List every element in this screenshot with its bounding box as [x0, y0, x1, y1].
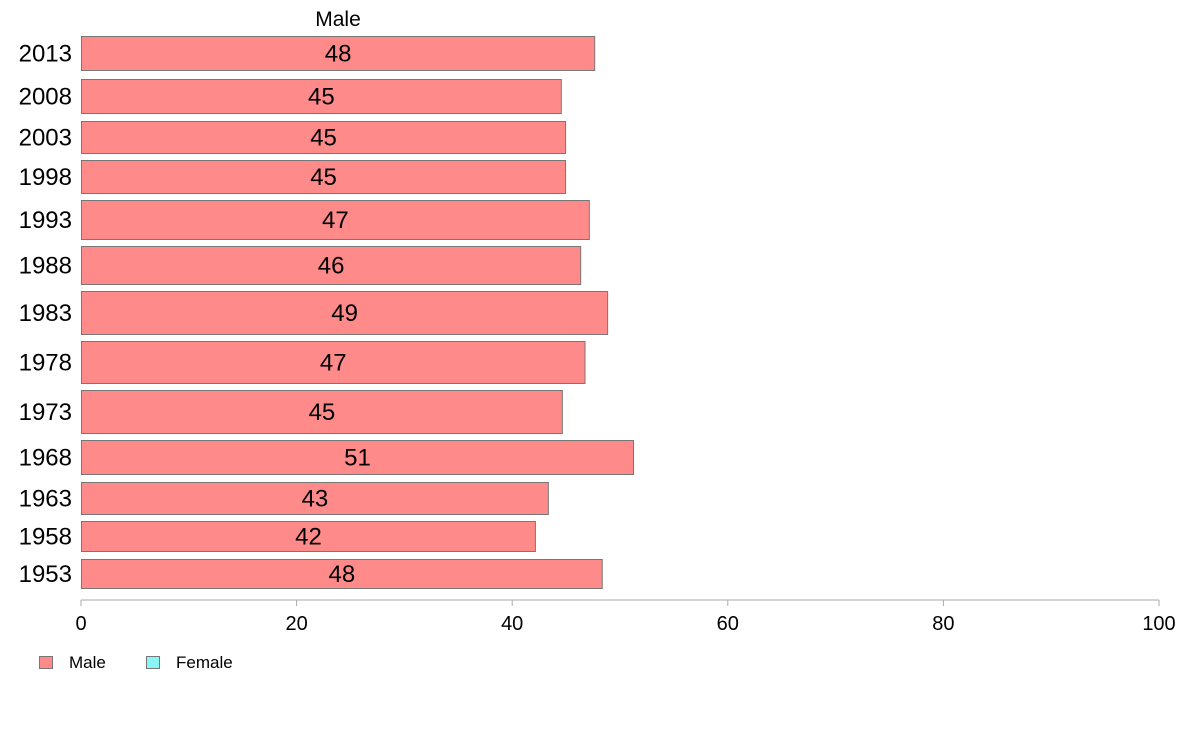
bar	[81, 79, 562, 114]
bar-value-label: 47	[322, 207, 349, 234]
x-tick-label: 100	[1142, 613, 1175, 635]
category-label: 1978	[19, 350, 72, 377]
bar-value-label: 51	[344, 445, 371, 472]
category-label: 1988	[19, 253, 72, 280]
legend-swatch	[39, 656, 53, 669]
legend-item: Female	[146, 653, 233, 672]
category-label: 2008	[19, 84, 72, 111]
bar	[81, 440, 635, 475]
x-tick-label: 20	[285, 613, 307, 635]
bar-value-label: 48	[325, 41, 352, 68]
category-label: 1993	[19, 207, 72, 234]
bar-row: 2013 48	[19, 36, 596, 71]
x-tick-label: 60	[717, 613, 739, 635]
bar-row: 1998 45	[19, 160, 567, 194]
category-label: 1968	[19, 445, 72, 472]
bar	[81, 390, 563, 434]
bar-row: 1963 43	[19, 482, 549, 515]
bar-value-label: 45	[310, 125, 337, 152]
bar	[81, 521, 536, 552]
bar-row: 1978 47	[19, 341, 586, 384]
category-label: 1958	[19, 524, 72, 551]
bar-value-label: 49	[331, 300, 358, 327]
bar-value-label: 43	[302, 486, 329, 513]
bar	[81, 482, 549, 515]
bar-value-label: 47	[320, 350, 347, 377]
bar-row: 1988 46	[19, 246, 582, 285]
bar-row: 1973 45	[19, 390, 563, 434]
legend-item: Male	[39, 653, 106, 672]
bar-row: 1993 47	[19, 200, 590, 240]
legend: Male Female	[39, 653, 233, 672]
bar-row: 1953 48	[19, 559, 603, 589]
bar-value-label: 42	[295, 524, 322, 551]
x-tick-label: 40	[501, 613, 523, 635]
category-label: 2013	[19, 41, 72, 68]
series-title: Male	[315, 8, 361, 31]
bar-row: 2003 45	[19, 121, 567, 154]
category-label: 1998	[19, 164, 72, 191]
bar-row: 1958 42	[19, 521, 536, 552]
category-label: 2003	[19, 125, 72, 152]
bar	[81, 559, 603, 589]
category-label: 1983	[19, 300, 72, 327]
category-label: 1963	[19, 486, 72, 513]
bar	[81, 121, 567, 154]
legend-label: Female	[176, 653, 233, 672]
bar	[81, 160, 567, 194]
x-tick-label: 0	[75, 613, 86, 635]
bar-value-label: 46	[318, 253, 345, 280]
bar	[81, 341, 586, 384]
category-label: 1973	[19, 399, 72, 426]
bar-row: 1983 49	[19, 291, 609, 335]
x-tick-label: 80	[932, 613, 954, 635]
bar	[81, 291, 609, 335]
bar-value-label: 45	[308, 84, 335, 111]
bar-row: 2008 45	[19, 79, 562, 114]
bar	[81, 246, 582, 285]
x-axis: 0 20 40 60 80 100	[75, 599, 1176, 635]
bars-layer: 2013 48 2008 45 2003 45 1998 45 1993 47 1988 46 1983…	[19, 36, 635, 589]
legend-label: Male	[69, 653, 106, 672]
bar	[81, 36, 596, 71]
bar-value-label: 48	[329, 561, 356, 588]
category-label: 1953	[19, 561, 72, 588]
bar-row: 1968 51	[19, 440, 635, 475]
bar-value-label: 45	[309, 399, 336, 426]
legend-swatch	[146, 656, 160, 669]
bar	[81, 200, 590, 240]
bar-value-label: 45	[310, 164, 337, 191]
